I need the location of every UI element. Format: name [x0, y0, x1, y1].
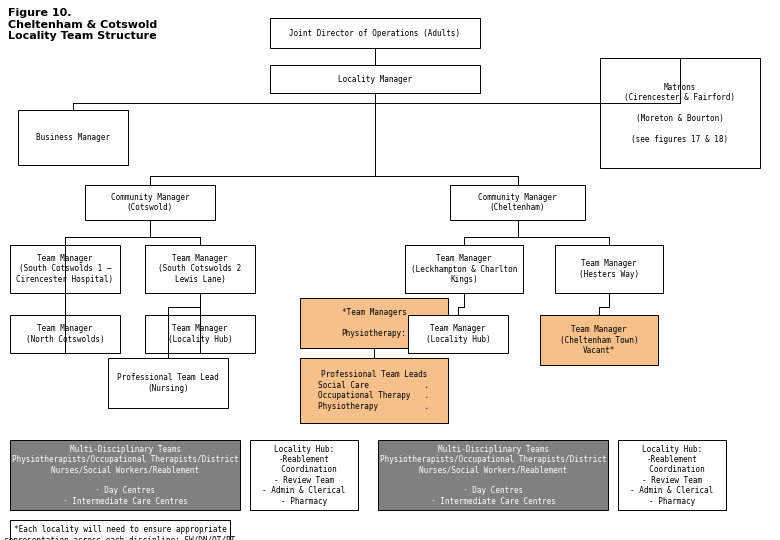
Text: Figure 10.
Cheltenham & Cotswold
Locality Team Structure: Figure 10. Cheltenham & Cotswold Localit…	[8, 8, 158, 41]
Text: Professional Team Leads
Social Care            .
Occupational Therapy   .
Physio: Professional Team Leads Social Care . Oc…	[318, 370, 430, 410]
Bar	[10, 315, 120, 353]
Bar	[600, 58, 760, 168]
Bar	[10, 520, 230, 540]
Bar	[300, 298, 448, 348]
Bar	[405, 245, 523, 293]
Bar	[10, 245, 120, 293]
Text: Community Manager
(Cheltenham): Community Manager (Cheltenham)	[478, 193, 557, 212]
Text: Community Manager
(Cotswold): Community Manager (Cotswold)	[111, 193, 190, 212]
Bar	[555, 245, 663, 293]
Text: Locality Manager: Locality Manager	[338, 75, 412, 84]
Bar	[145, 245, 255, 293]
Text: Joint Director of Operations (Adults): Joint Director of Operations (Adults)	[289, 29, 460, 37]
Text: Team Manager
(North Cotswolds): Team Manager (North Cotswolds)	[26, 325, 105, 343]
Bar	[270, 65, 480, 93]
Text: Team Manager
(Leckhampton & Charlton
Kings): Team Manager (Leckhampton & Charlton Kin…	[411, 254, 517, 284]
Bar	[378, 440, 608, 510]
Bar	[300, 358, 448, 423]
Bar	[618, 440, 726, 510]
Text: Multi-Disciplinary Teams
Physiotherapists/Occupational Therapists/District
Nurse: Multi-Disciplinary Teams Physiotherapist…	[380, 444, 606, 505]
Text: Team Manager
(Hesters Way): Team Manager (Hesters Way)	[579, 259, 639, 279]
Text: *Team Managers

Physiotherapy:: *Team Managers Physiotherapy:	[342, 308, 406, 338]
Bar	[10, 440, 240, 510]
Bar	[108, 358, 228, 408]
Bar	[270, 18, 480, 48]
Bar	[85, 185, 215, 220]
Text: Team Manager
(Cheltenham Town)
Vacant*: Team Manager (Cheltenham Town) Vacant*	[560, 325, 638, 355]
Bar	[18, 110, 128, 165]
Bar	[408, 315, 508, 353]
Text: Multi-Disciplinary Teams
Physiotherapists/Occupational Therapists/District
Nurse: Multi-Disciplinary Teams Physiotherapist…	[12, 444, 239, 505]
Bar	[250, 440, 358, 510]
Text: Team Manager
(Locality Hub): Team Manager (Locality Hub)	[426, 325, 491, 343]
Text: Team Manager
(South Cotswolds 2
Lewis Lane): Team Manager (South Cotswolds 2 Lewis La…	[158, 254, 242, 284]
Text: Team Manager
(South Cotswolds 1 –
Cirencester Hospital): Team Manager (South Cotswolds 1 – Cirenc…	[16, 254, 114, 284]
Text: Professional Team Lead
(Nursing): Professional Team Lead (Nursing)	[117, 373, 219, 393]
Text: Team Manager
(Locality Hub): Team Manager (Locality Hub)	[168, 325, 232, 343]
Text: Locality Hub:
-Reablement
  Coordination
- Review Team
- Admin & Clerical
- Phar: Locality Hub: -Reablement Coordination -…	[262, 444, 346, 505]
Bar	[145, 315, 255, 353]
Text: *Each locality will need to ensure appropriate
representation across each discip: *Each locality will need to ensure appro…	[5, 525, 236, 540]
Bar	[540, 315, 658, 365]
Text: Locality Hub:
-Reablement
  Coordination
- Review Team
- Admin & Clerical
- Phar: Locality Hub: -Reablement Coordination -…	[630, 444, 714, 505]
Bar	[450, 185, 585, 220]
Text: Matrons
(Cirencester & Fairford)

(Moreton & Bourton)

(see figures 17 & 18): Matrons (Cirencester & Fairford) (Moreto…	[625, 83, 736, 144]
Text: Business Manager: Business Manager	[36, 133, 110, 142]
